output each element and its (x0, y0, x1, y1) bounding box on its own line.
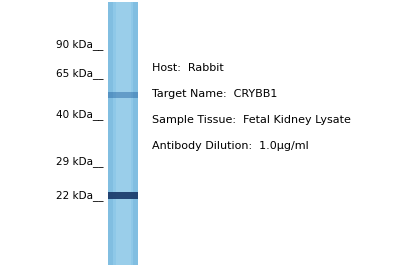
Text: Host:  Rabbit: Host: Rabbit (152, 63, 224, 73)
Bar (108, 2, 114, 265)
Text: 90 kDa__: 90 kDa__ (56, 40, 103, 50)
Bar (108, 191, 138, 198)
Bar (108, 2, 138, 265)
Text: Antibody Dilution:  1.0μg/ml: Antibody Dilution: 1.0μg/ml (152, 141, 309, 151)
Text: 65 kDa__: 65 kDa__ (56, 69, 103, 80)
Bar (133, 2, 138, 265)
Text: 40 kDa__: 40 kDa__ (56, 109, 103, 120)
Bar (116, 2, 130, 265)
Text: Sample Tissue:  Fetal Kidney Lysate: Sample Tissue: Fetal Kidney Lysate (152, 115, 351, 125)
Text: 22 kDa__: 22 kDa__ (56, 191, 103, 202)
Text: Target Name:  CRYBB1: Target Name: CRYBB1 (152, 89, 277, 99)
Text: 29 kDa__: 29 kDa__ (56, 156, 103, 167)
Bar (108, 92, 138, 98)
